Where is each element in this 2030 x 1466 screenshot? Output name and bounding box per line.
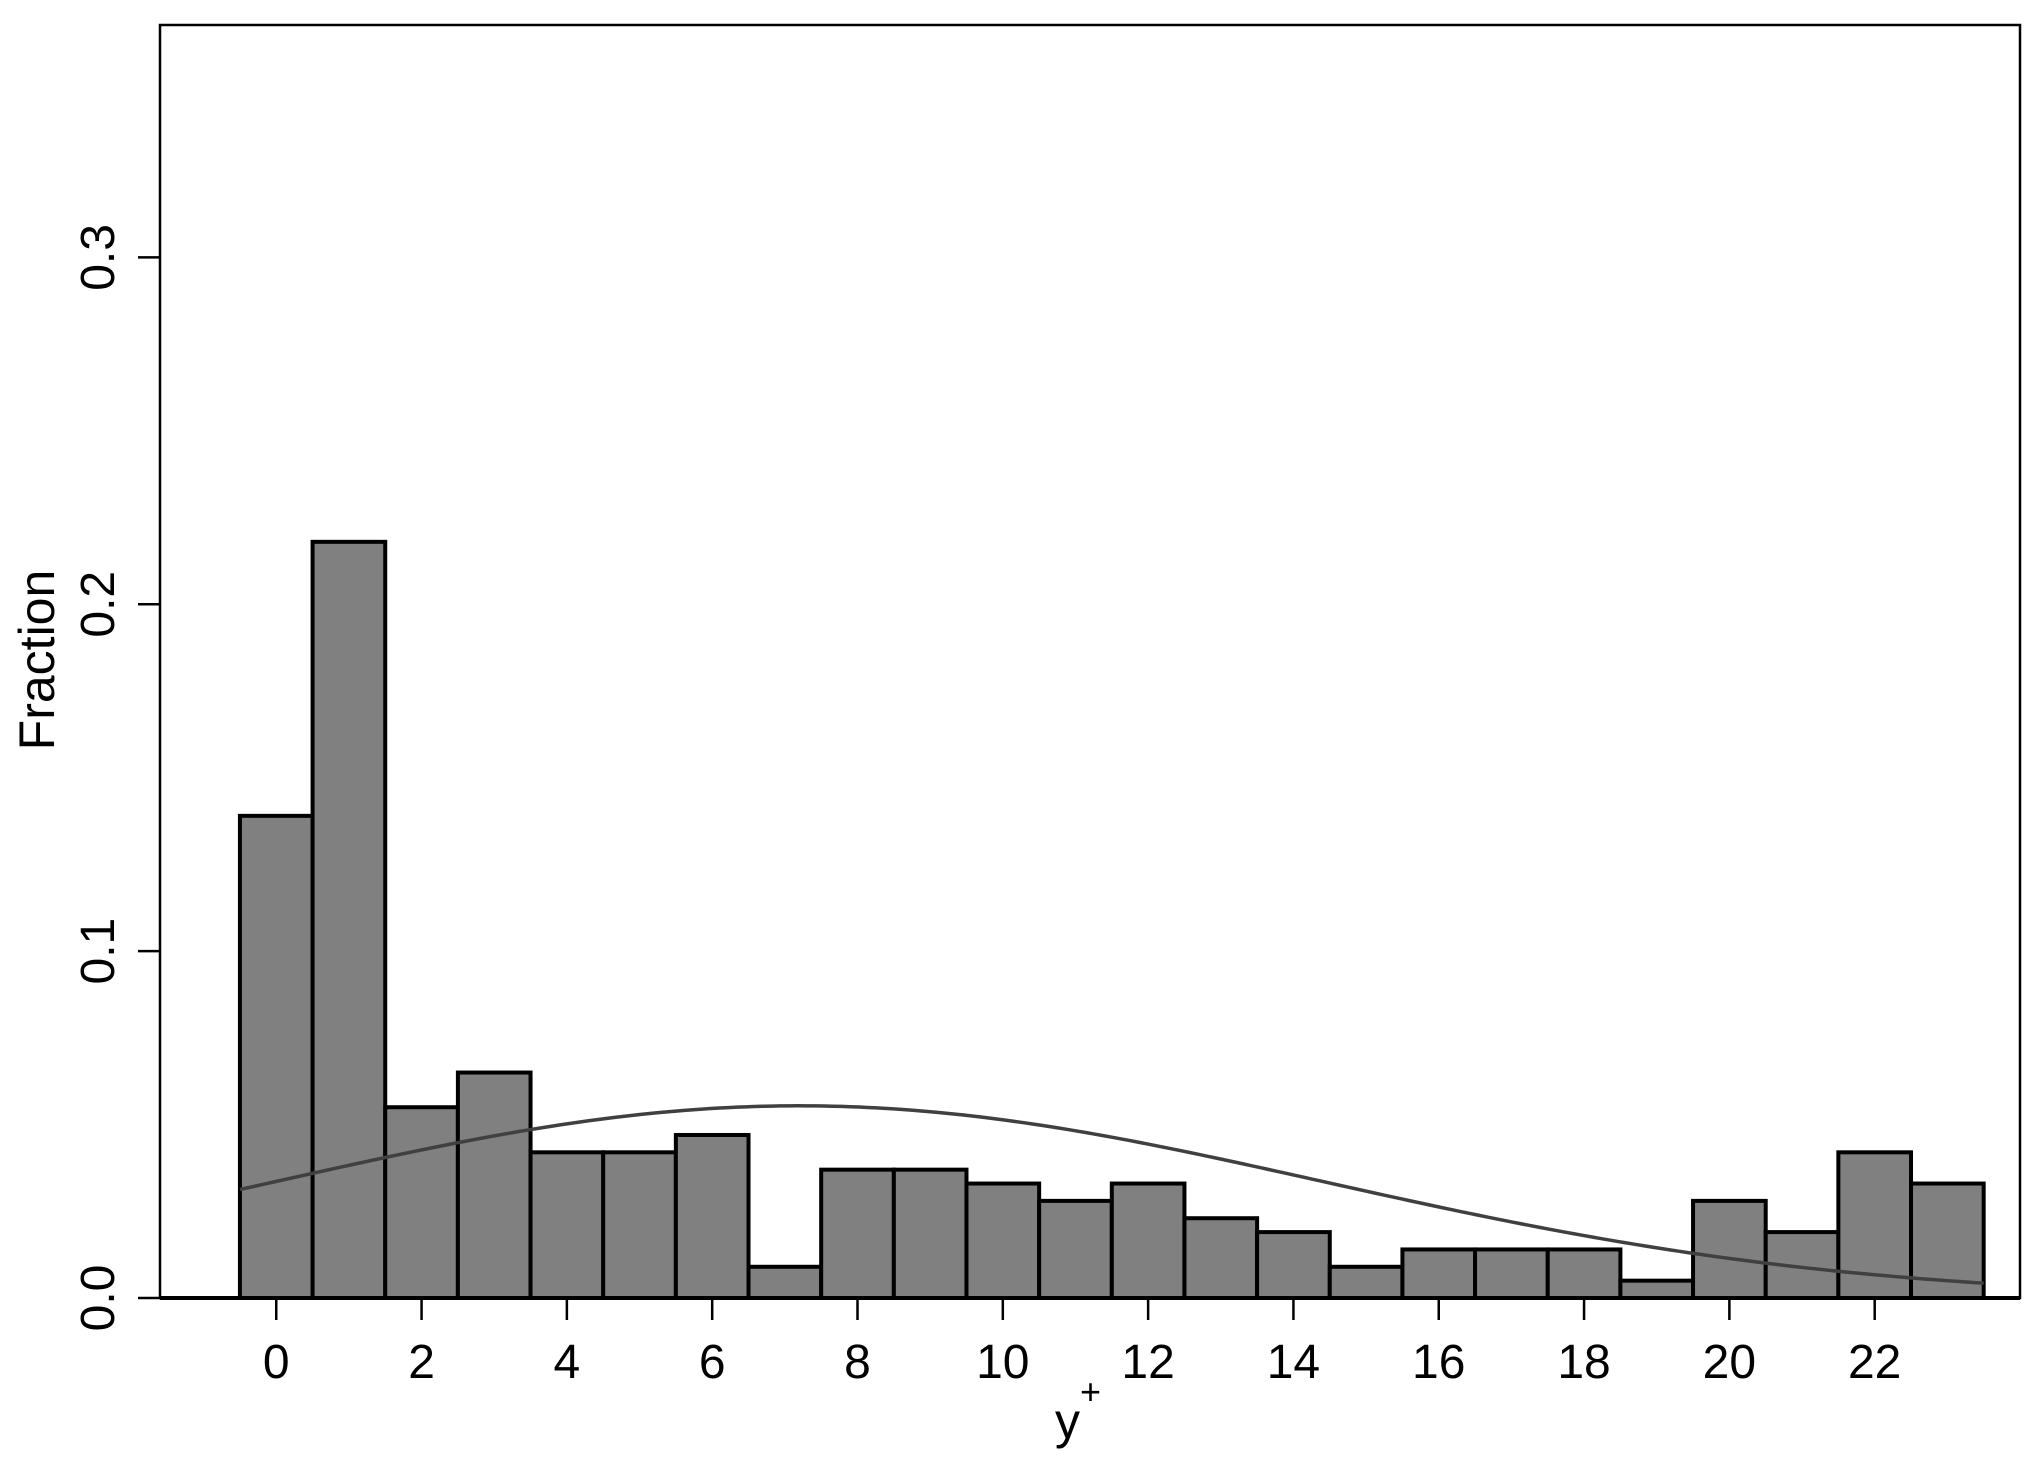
histogram-bar-11: [1037, 1198, 1114, 1301]
histogram-bar-16: [1400, 1247, 1478, 1301]
histogram-bar-6: [673, 1132, 751, 1301]
x-tick-label: 10: [976, 1336, 1029, 1389]
x-tick-label: 2: [408, 1336, 435, 1389]
y-tick-label: 0.3: [72, 224, 125, 291]
histogram-bar-0: [237, 813, 315, 1300]
histogram-bar-19: [1618, 1278, 1696, 1300]
normal-density-curve: [239, 1104, 1984, 1285]
x-tick-label: 20: [1703, 1336, 1756, 1389]
histogram-bar-3: [455, 1070, 533, 1300]
x-tick-label: 16: [1412, 1336, 1465, 1389]
histogram-bar-9: [891, 1167, 969, 1301]
x-tick-label: 22: [1848, 1336, 1901, 1389]
x-tick-label: 4: [554, 1336, 581, 1389]
histogram-bar-18: [1545, 1247, 1623, 1301]
histogram-bars: [237, 539, 1986, 1301]
x-tick-label: 6: [699, 1336, 726, 1389]
x-tick-label: 8: [844, 1336, 871, 1389]
histogram-bar-1: [310, 539, 388, 1300]
histogram-bar-12: [1109, 1181, 1187, 1300]
histogram-bar-17: [1473, 1247, 1550, 1301]
y-tick-label: 0.1: [72, 918, 125, 985]
x-tick-label: 0: [263, 1336, 290, 1389]
plot-frame: [158, 23, 2022, 1300]
y-tick-label: 0.0: [72, 1265, 125, 1332]
histogram-bar-15: [1327, 1264, 1405, 1300]
histogram-bar-7: [746, 1264, 824, 1300]
x-axis: 0 2 4 6 8 10 12 14 16 18 20 22: [263, 1298, 1901, 1389]
histogram-bar-5: [601, 1150, 678, 1300]
histogram-bar-20: [1691, 1198, 1768, 1301]
histogram-bar-2: [383, 1105, 460, 1300]
x-tick-label: 12: [1121, 1336, 1174, 1389]
x-axis-label-superscript: +: [1080, 1371, 1101, 1412]
x-tick-label: 18: [1557, 1336, 1610, 1389]
histogram-bar-14: [1255, 1230, 1332, 1300]
histogram-bar-10: [964, 1181, 1042, 1300]
x-axis-label-main: y: [1055, 1393, 1080, 1449]
y-axis-label: Fraction: [9, 570, 65, 751]
x-axis-label: y+: [1055, 1371, 1101, 1449]
histogram-bar-13: [1182, 1216, 1260, 1300]
y-tick-label: 0.2: [72, 571, 125, 638]
x-tick-label: 14: [1267, 1336, 1320, 1389]
histogram-bar-8: [819, 1167, 896, 1301]
histogram-bar-4: [528, 1150, 606, 1300]
y-axis: 0.0 0.1 0.2 0.3: [72, 224, 160, 1331]
